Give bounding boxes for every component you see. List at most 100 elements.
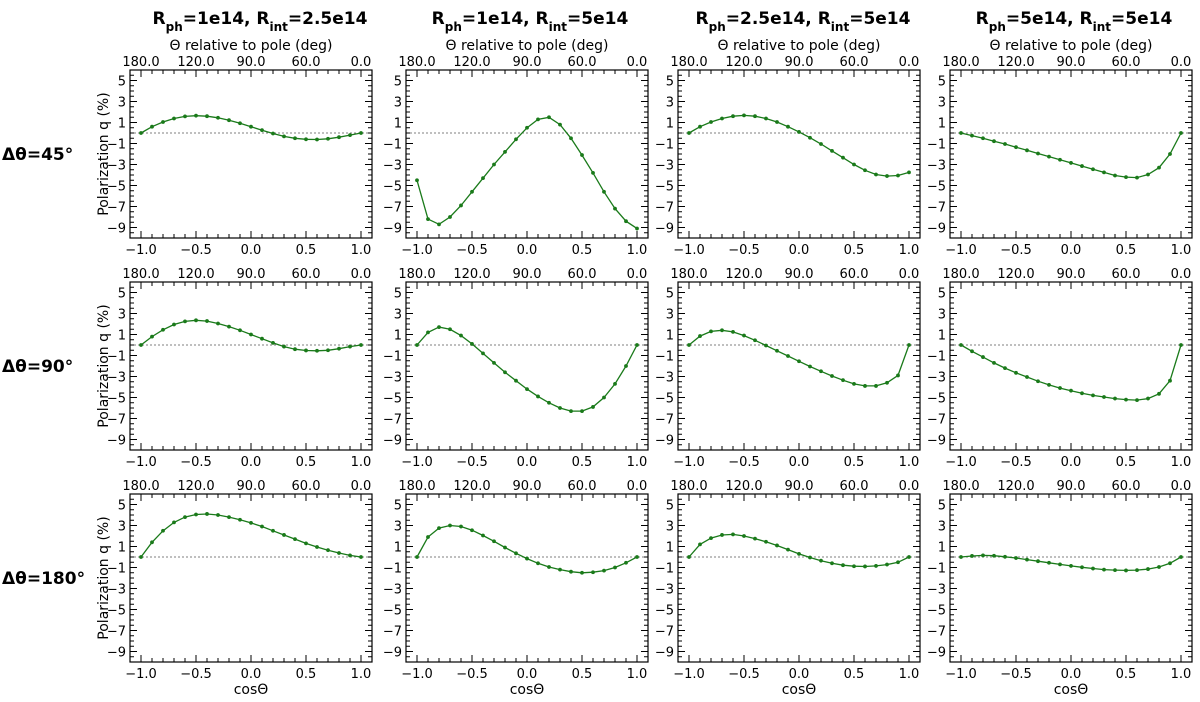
y-tick-label: −5 [107, 392, 126, 407]
x-tick-label: −0.5 [728, 243, 760, 258]
data-point [172, 520, 176, 525]
data-point [885, 174, 889, 178]
data-point [885, 562, 889, 567]
data-point [1179, 131, 1183, 135]
y-tick-label: −9 [655, 646, 674, 661]
data-point [558, 567, 562, 572]
y-tick-label: −5 [383, 392, 402, 407]
x-tick-label: −0.5 [180, 667, 212, 682]
data-point [359, 131, 363, 135]
data-point [514, 551, 518, 556]
data-point [1069, 161, 1073, 165]
x-tick-label: −1.0 [945, 667, 977, 682]
top-tick-label: 120.0 [725, 55, 762, 70]
data-point [841, 563, 845, 568]
data-point [907, 555, 911, 559]
data-point [448, 523, 452, 528]
top-tick-label: 90.0 [237, 267, 266, 282]
y-tick-label: −7 [383, 413, 402, 428]
panel-r1-c3: −1.0 −0.5 0.0 0.5 1.0 180.0 120.0 90.0 60.0 0.0 5 3… [655, 38, 921, 258]
y-tick-label: −5 [655, 180, 674, 195]
top-tick-label: 60.0 [840, 55, 869, 70]
data-point [1168, 561, 1172, 566]
plot-frame [677, 281, 921, 451]
data-point [874, 172, 878, 177]
y-axis-label: Polarization q (%) [96, 92, 112, 215]
data-point [698, 334, 702, 338]
y-tick-label: −7 [655, 625, 674, 640]
y-tick-label: −5 [655, 604, 674, 619]
y-tick-label: −9 [655, 434, 674, 449]
data-point [907, 343, 911, 347]
y-tick-label: 3 [394, 96, 402, 111]
y-tick-label: 5 [938, 75, 946, 90]
data-point [580, 409, 584, 414]
x-tick-label: −0.5 [456, 667, 488, 682]
y-tick-label: 5 [394, 499, 402, 514]
x-tick-label: 0.5 [844, 243, 865, 258]
row-label-3: Δθ=180° [2, 569, 85, 589]
row-label-1: Δθ=45° [2, 145, 73, 165]
data-point [139, 555, 143, 559]
top-tick-label: 0.0 [1171, 267, 1192, 282]
data-point [1146, 396, 1150, 401]
data-point [547, 400, 551, 405]
x-axis-label: cosΘ [782, 682, 817, 698]
x-tick-label: 0.5 [572, 243, 593, 258]
y-tick-label: −3 [107, 159, 126, 174]
data-point [775, 543, 779, 548]
y-tick-label: −9 [655, 222, 674, 237]
x-tick-label: −1.0 [945, 455, 977, 470]
top-tick-label: 120.0 [177, 479, 214, 494]
y-tick-label: −7 [107, 625, 126, 640]
data-point [874, 384, 878, 388]
data-point [459, 333, 463, 338]
data-point [742, 113, 746, 118]
y-axis-label: Polarization q (%) [96, 516, 112, 639]
top-tick-label: 180.0 [398, 267, 435, 282]
data-point [437, 222, 441, 227]
data-point [635, 226, 639, 231]
data-point [558, 406, 562, 410]
data-point [481, 533, 485, 538]
data-point [536, 394, 540, 399]
x-tick-label: −0.5 [1000, 667, 1032, 682]
data-point [720, 328, 724, 333]
data-point [172, 116, 176, 121]
column-title-3: Rph=2.5e14, Rint=5e14 [696, 9, 911, 34]
data-point [1003, 366, 1007, 370]
data-point [786, 124, 790, 129]
x-tick-label: 1.0 [351, 243, 372, 258]
y-axis-label: Polarization q (%) [96, 304, 112, 427]
x-tick-label: 0.5 [572, 667, 593, 682]
top-tick-label: 120.0 [177, 55, 214, 70]
data-point [852, 162, 856, 167]
data-point [161, 327, 165, 332]
polarization-series-line [688, 329, 910, 387]
top-tick-label: 180.0 [942, 479, 979, 494]
x-tick-label: 0.5 [1116, 667, 1137, 682]
data-point [448, 327, 452, 332]
data-point [1157, 391, 1161, 396]
y-tick-label: −1 [655, 138, 674, 153]
top-axis-label: Θ relative to pole (deg) [990, 38, 1153, 54]
y-tick-label: 5 [666, 287, 674, 302]
data-point [981, 553, 985, 558]
y-tick-label: 1 [938, 117, 946, 132]
data-point [337, 551, 341, 555]
polarization-series-line [688, 533, 910, 568]
data-point [1025, 375, 1029, 379]
y-tick-label: −7 [927, 625, 946, 640]
top-tick-label: 120.0 [997, 479, 1034, 494]
x-tick-label: 1.0 [627, 667, 648, 682]
data-point [764, 343, 768, 348]
data-point [852, 564, 856, 569]
y-tick-label: −1 [383, 562, 402, 577]
panel-grid: −1.0 −0.5 0.0 0.5 1.0 180.0 120.0 90.0 60.0 0.0 5 3… [96, 38, 1193, 698]
data-point [797, 359, 801, 364]
column-title-1: Rph=1e14, Rint=2.5e14 [153, 9, 368, 34]
data-point [227, 324, 231, 329]
data-point [216, 321, 220, 326]
data-point [896, 373, 900, 378]
data-point [687, 131, 691, 135]
